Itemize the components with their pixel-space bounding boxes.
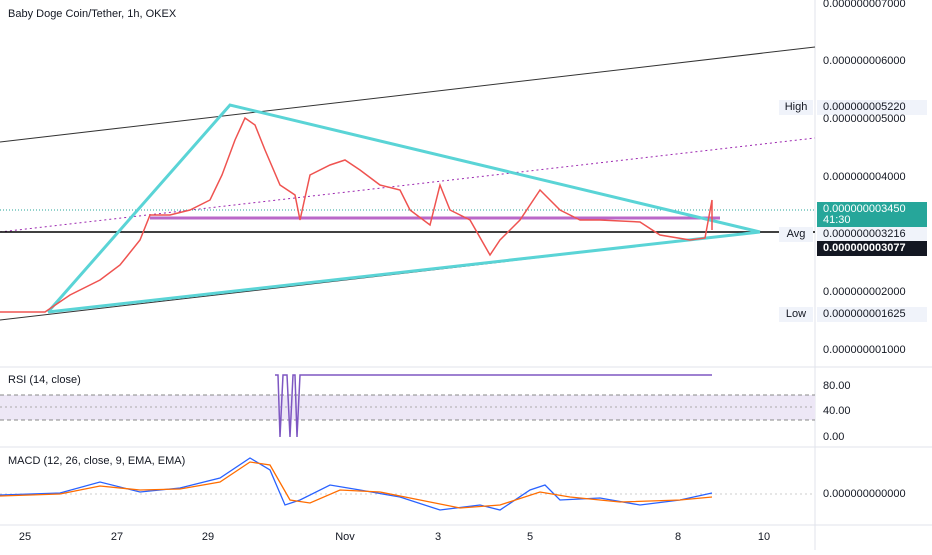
symbol-title: Baby Doge Coin/Tether, 1h, OKEX — [8, 8, 177, 20]
label-box — [817, 100, 927, 115]
signal-line — [0, 461, 713, 509]
time-tick: 8 — [675, 531, 681, 543]
price-tick: 0.000000007000 — [823, 0, 906, 10]
rsi-tick: 0.00 — [823, 431, 844, 443]
label-box — [817, 227, 927, 241]
time-tick: 5 — [527, 531, 533, 543]
label-box — [779, 100, 813, 115]
time-tick: 10 — [758, 531, 770, 543]
price-tick: 0.000000002000 — [823, 286, 906, 298]
price-tick: 0.000000005000 — [823, 113, 906, 125]
label-box — [817, 307, 927, 322]
low-value: 0.000000001625 — [823, 308, 906, 320]
cursor-box — [817, 241, 927, 256]
price-tick: 0.000000006000 — [823, 55, 906, 67]
rsi-title: RSI (14, close) — [8, 374, 81, 386]
countdown: 41:30 — [823, 214, 851, 226]
rsi-band — [0, 395, 815, 420]
channel-line — [0, 46, 816, 143]
last-price-box — [817, 202, 927, 227]
time-tick: 3 — [435, 531, 441, 543]
time-tick: 25 — [19, 531, 31, 543]
avg-value: 0.000000003216 — [823, 228, 906, 240]
price-tick: 0.000000001000 — [823, 344, 906, 356]
price-tick: 0.000000004000 — [823, 171, 906, 183]
rsi-tick: 80.00 — [823, 380, 851, 392]
cursor-value: 0.000000003077 — [823, 242, 906, 254]
dotted-trend — [0, 137, 816, 233]
triangle — [47, 230, 761, 314]
high-label: High — [785, 101, 808, 113]
rsi-tick: 40.00 — [823, 405, 851, 417]
label-box — [779, 307, 813, 322]
time-tick: 27 — [111, 531, 123, 543]
time-tick: Nov — [335, 531, 355, 543]
last-price: 0.000000003450 — [823, 203, 906, 215]
macd-title: MACD (12, 26, close, 9, EMA, EMA) — [8, 455, 185, 467]
triangle — [46, 103, 761, 313]
macd-tick: 0.000000000000 — [823, 488, 906, 500]
rsi-line — [275, 374, 712, 438]
price-line — [0, 116, 713, 313]
low-label: Low — [786, 308, 806, 320]
avg-label: Avg — [787, 228, 806, 240]
label-box — [779, 227, 813, 242]
time-tick: 29 — [202, 531, 214, 543]
high-value: 0.000000005220 — [823, 101, 906, 113]
